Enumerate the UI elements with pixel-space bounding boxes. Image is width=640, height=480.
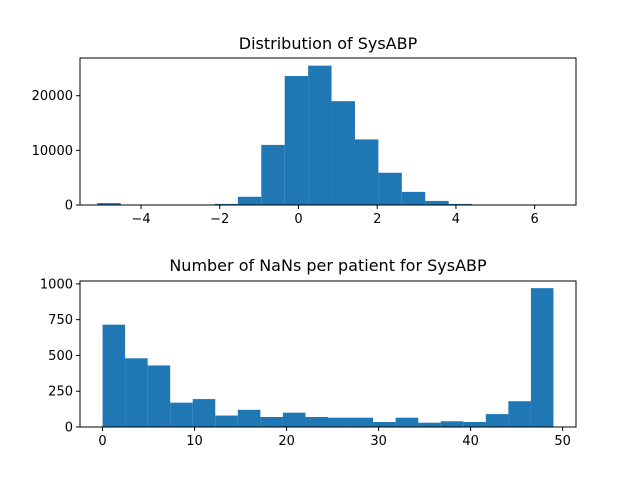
- histogram-bar: [237, 196, 262, 205]
- y-tick-label: 0: [65, 421, 73, 436]
- x-tick-label: 6: [531, 212, 539, 227]
- bars: [102, 288, 554, 427]
- y-tick-label: 750: [48, 313, 73, 328]
- x-tick-label: −2: [210, 212, 229, 227]
- histogram-bar: [448, 203, 473, 205]
- histogram-bar: [354, 139, 379, 205]
- x-tick-label: 40: [462, 434, 479, 449]
- histogram-bar: [305, 416, 328, 427]
- histogram-bar: [237, 409, 261, 427]
- histogram-bar: [463, 421, 486, 427]
- y-tick-label: 0: [65, 199, 73, 214]
- histogram-bar: [395, 417, 419, 427]
- histogram-bar: [284, 76, 309, 205]
- axes-frame: [79, 280, 577, 428]
- histogram-bar: [508, 401, 531, 427]
- y-tick-label: 10000: [32, 144, 73, 159]
- histogram-bar: [378, 172, 402, 205]
- histogram-bar: [192, 399, 216, 427]
- histogram-bar: [328, 417, 351, 427]
- histogram-bar: [282, 412, 306, 427]
- histogram-bar: [125, 358, 148, 427]
- y-axis-ticks: 0 250 500 750 1000: [40, 277, 80, 436]
- x-tick-label: 50: [554, 434, 571, 449]
- x-tick-label: 30: [370, 434, 387, 449]
- x-tick-label: 20: [278, 434, 295, 449]
- y-tick-label: 20000: [32, 89, 73, 104]
- x-axis-ticks: 0 10 20 30 40 50: [98, 427, 571, 449]
- x-tick-label: −4: [131, 212, 150, 227]
- histogram-bar: [261, 144, 285, 205]
- x-tick-label: 0: [98, 434, 106, 449]
- histogram-bar: [373, 421, 396, 427]
- histogram-bar: [530, 288, 554, 427]
- histogram-bar: [485, 414, 509, 427]
- axes-frame: [79, 57, 577, 206]
- chart-title: Number of NaNs per patient for SysABP: [169, 256, 487, 275]
- histogram-bar: [350, 417, 374, 427]
- chart-title: Distribution of SysABP: [239, 34, 418, 53]
- y-axis-ticks: 0 10000 20000: [32, 89, 80, 214]
- histogram-bar: [215, 415, 238, 427]
- x-axis-ticks: −4 −2 0 2 4 6: [131, 205, 539, 227]
- histogram-bar: [102, 324, 126, 427]
- histogram-bar: [418, 422, 441, 427]
- chart-nans-per-patient: Number of NaNs per patient for SysABP 0 1…: [40, 256, 577, 449]
- histogram-bar: [331, 101, 355, 205]
- histogram-bar: [440, 421, 464, 427]
- histogram-bar: [97, 203, 121, 205]
- histogram-bar: [425, 200, 449, 205]
- chart-sysabp-distribution: Distribution of SysABP −4 −2 0 2 4 6 0 10000 20…: [32, 34, 577, 227]
- x-tick-label: 10: [186, 434, 203, 449]
- histogram-bar: [260, 416, 283, 427]
- histogram-bar: [214, 203, 238, 205]
- histogram-bar: [147, 365, 171, 427]
- histogram-bar: [308, 65, 332, 206]
- x-tick-label: 0: [294, 212, 302, 227]
- x-tick-label: 4: [452, 212, 460, 227]
- x-tick-label: 2: [373, 212, 381, 227]
- histogram-bar: [401, 191, 426, 205]
- y-tick-label: 250: [48, 385, 73, 400]
- histogram-bar: [170, 402, 193, 427]
- bars: [97, 65, 566, 206]
- y-tick-label: 1000: [40, 277, 73, 292]
- y-tick-label: 500: [48, 349, 73, 364]
